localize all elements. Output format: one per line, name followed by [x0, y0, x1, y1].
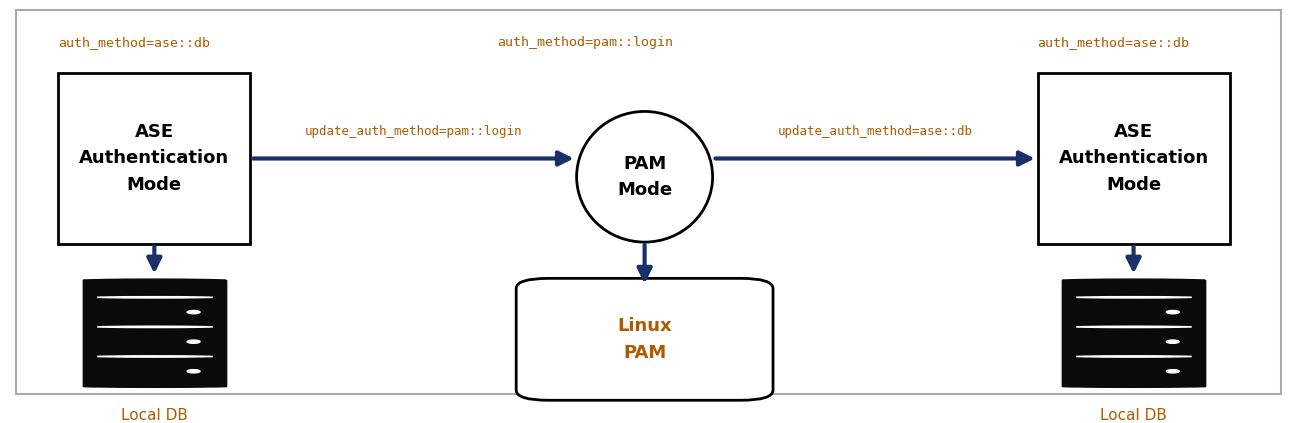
- Text: update_auth_method=ase::db: update_auth_method=ase::db: [778, 125, 973, 138]
- Ellipse shape: [83, 355, 226, 358]
- Ellipse shape: [1062, 279, 1205, 282]
- Ellipse shape: [83, 296, 226, 299]
- Ellipse shape: [83, 279, 226, 282]
- Text: auth_method=pam::login: auth_method=pam::login: [497, 36, 673, 49]
- Ellipse shape: [1062, 325, 1205, 328]
- Ellipse shape: [187, 370, 200, 373]
- Text: Local DB: Local DB: [121, 408, 188, 423]
- Ellipse shape: [83, 325, 226, 328]
- Text: auth_method=ase::db: auth_method=ase::db: [1038, 36, 1189, 49]
- FancyBboxPatch shape: [213, 280, 226, 386]
- Ellipse shape: [1062, 355, 1205, 358]
- Ellipse shape: [187, 340, 200, 343]
- Ellipse shape: [83, 385, 226, 387]
- Ellipse shape: [1166, 370, 1179, 373]
- Text: ASE
Authentication
Mode: ASE Authentication Mode: [1058, 123, 1209, 194]
- Ellipse shape: [1166, 340, 1179, 343]
- FancyBboxPatch shape: [1038, 73, 1230, 244]
- Text: Local DB: Local DB: [1100, 408, 1167, 423]
- Text: ASE
Authentication
Mode: ASE Authentication Mode: [79, 123, 230, 194]
- FancyBboxPatch shape: [1192, 280, 1205, 386]
- Ellipse shape: [1166, 310, 1179, 314]
- Ellipse shape: [1062, 385, 1205, 387]
- FancyBboxPatch shape: [1062, 280, 1205, 386]
- Ellipse shape: [1062, 296, 1205, 299]
- FancyBboxPatch shape: [16, 10, 1281, 394]
- Ellipse shape: [187, 310, 200, 314]
- FancyBboxPatch shape: [83, 280, 96, 386]
- FancyBboxPatch shape: [516, 278, 773, 400]
- FancyBboxPatch shape: [58, 73, 250, 244]
- FancyBboxPatch shape: [1062, 280, 1075, 386]
- Text: Linux
PAM: Linux PAM: [617, 317, 672, 362]
- Ellipse shape: [577, 111, 712, 242]
- Text: PAM
Mode: PAM Mode: [617, 154, 672, 199]
- FancyBboxPatch shape: [83, 280, 226, 386]
- Text: auth_method=ase::db: auth_method=ase::db: [58, 36, 210, 49]
- Text: update_auth_method=pam::login: update_auth_method=pam::login: [305, 125, 523, 138]
